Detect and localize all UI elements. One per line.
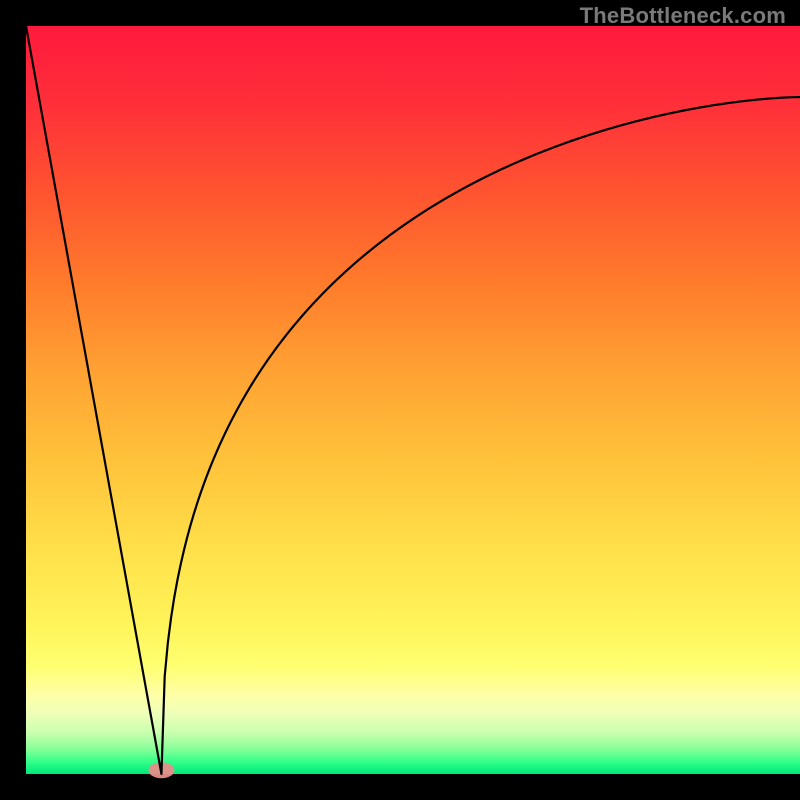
bottleneck-chart xyxy=(0,0,800,800)
watermark-text: TheBottleneck.com xyxy=(580,3,786,29)
